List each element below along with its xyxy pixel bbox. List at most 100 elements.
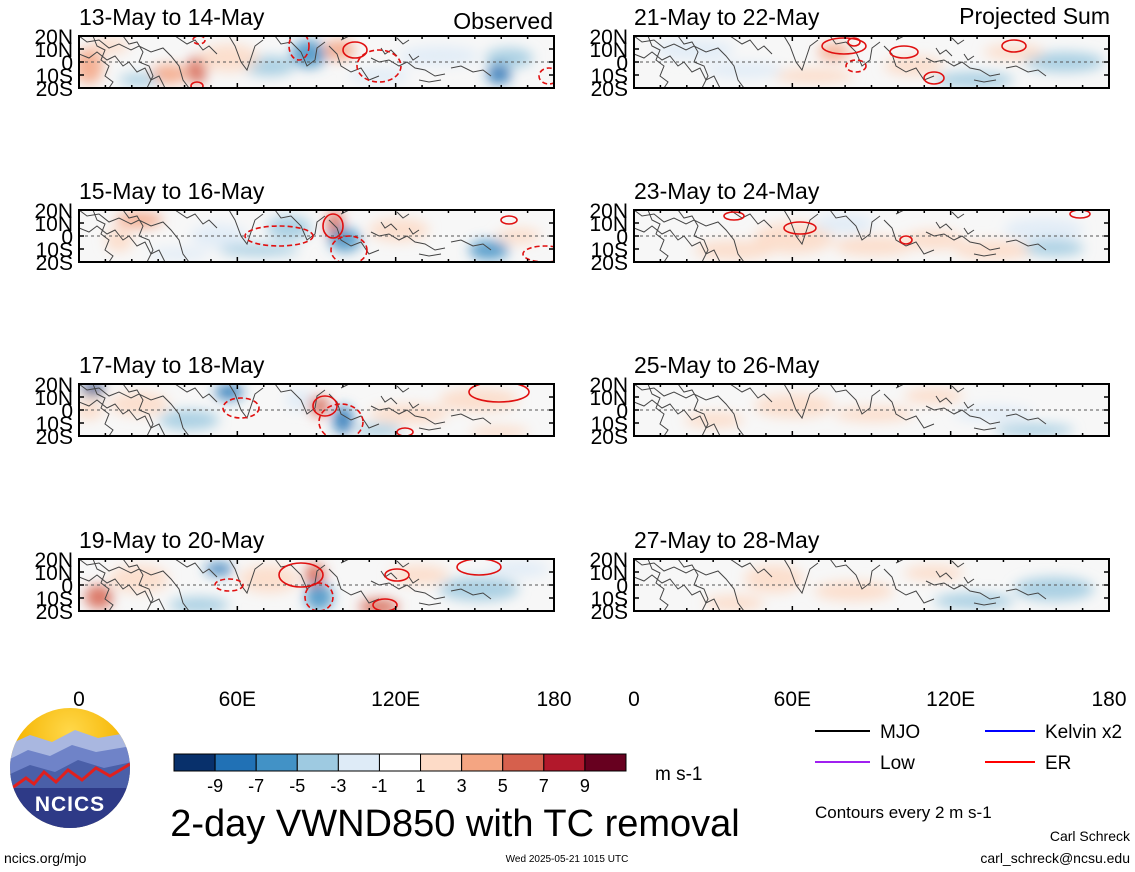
colorbar-tick-label: 9	[580, 776, 590, 796]
lat-tick-label: 20S	[591, 252, 628, 275]
anomaly-patch	[834, 406, 914, 422]
colorbar: -9 -7 -5 -3 -1 1 3 5 7 9	[173, 753, 627, 796]
lat-tick-label: 20N	[34, 549, 73, 572]
anomaly-patch	[285, 390, 313, 410]
contour-note: Contours every 2 m s-1	[815, 803, 992, 822]
legend-label-low: Low	[880, 753, 915, 774]
anomaly-patch	[369, 404, 449, 424]
anomaly-patch	[704, 62, 784, 78]
anomaly-patch	[489, 561, 549, 577]
lat-tick-label: 0	[616, 52, 628, 75]
colorbar-swatch	[255, 753, 298, 772]
colorbar-swatch	[214, 753, 257, 772]
figure-title: 2-day VWND850 with TC removal	[170, 803, 739, 845]
lat-tick-label: 0	[616, 400, 628, 423]
lon-tick-label: 120E	[926, 688, 975, 711]
ncics-logo: NCICS	[10, 708, 130, 828]
footer-url: ncics.org/mjo	[4, 850, 87, 866]
anomaly-patch	[89, 38, 129, 54]
anomaly-patch	[904, 388, 964, 404]
coastlines	[634, 384, 1047, 436]
colorbar-tick-label: 1	[416, 776, 426, 796]
anomaly-patch	[79, 48, 103, 84]
coastlines	[79, 36, 492, 88]
lat-tick-label: 10N	[589, 39, 628, 62]
panel-title: 21-May to 22-May	[634, 4, 820, 30]
lon-tick-label: 0	[73, 688, 85, 711]
panel-title: 19-May to 20-May	[79, 527, 265, 553]
anomaly-patch	[904, 565, 964, 581]
colorbar-swatch	[173, 753, 216, 772]
colorbar-tick-label: -5	[289, 776, 305, 796]
anomaly-patch	[814, 581, 894, 601]
colorbar-tick-label: -1	[371, 776, 387, 796]
colorbar-swatch	[296, 753, 339, 772]
colorbar-tick-label: 5	[498, 776, 508, 796]
lat-tick-label: 0	[61, 226, 73, 249]
colorbar-swatch	[584, 753, 627, 772]
lat-tick-label: 20S	[591, 426, 628, 449]
lat-tick-label: 10S	[591, 239, 628, 262]
anomaly-patch	[818, 44, 850, 60]
anomaly-patch	[469, 240, 509, 260]
lat-tick-label: 20N	[589, 374, 628, 397]
colorbar-swatch	[502, 753, 545, 772]
lon-tick-label: 180	[1091, 688, 1126, 711]
anomaly-patch	[1004, 218, 1084, 242]
er-contours	[222, 384, 530, 436]
anomaly-patch	[954, 406, 1034, 422]
anomaly-patch	[1014, 577, 1094, 601]
anomaly-patch	[694, 240, 774, 260]
footer-email: carl_schreck@ncsu.edu	[980, 850, 1130, 866]
er-contours	[190, 36, 554, 88]
anomaly-patch	[79, 400, 103, 420]
colorbar-tick-label: -7	[248, 776, 264, 796]
lat-tick-label: 20N	[589, 200, 628, 223]
anomaly-patch	[774, 68, 854, 84]
lat-tick-label: 10S	[36, 239, 73, 262]
lat-tick-label: 10N	[589, 562, 628, 585]
anomaly-patch	[369, 218, 429, 242]
legend: MJO Kelvin x2 Low ER Contours every 2 m …	[815, 722, 1122, 822]
anomaly-patch	[305, 583, 333, 611]
anomaly-patch	[1024, 52, 1104, 72]
anomaly-patch	[485, 48, 533, 68]
anomaly-patch	[704, 595, 764, 611]
coastlines	[79, 559, 492, 611]
lat-tick-label: 20N	[34, 374, 73, 397]
anomaly-patch	[654, 40, 734, 60]
colorbar-swatch	[420, 753, 463, 772]
coastlines	[634, 559, 1047, 611]
anomaly-patch	[834, 236, 914, 256]
lat-tick-label: 20N	[34, 200, 73, 223]
lat-tick-label: 10S	[36, 413, 73, 436]
anomaly-patch	[309, 396, 329, 416]
lon-tick-label: 60E	[774, 688, 811, 711]
lat-tick-label: 20S	[36, 252, 73, 275]
anomaly-patch	[105, 228, 133, 252]
panel-title: 13-May to 14-May	[79, 4, 265, 30]
lat-tick-label: 0	[61, 400, 73, 423]
lat-tick-label: 10S	[591, 413, 628, 436]
lat-tick-label: 10N	[34, 213, 73, 236]
panel-title: 27-May to 28-May	[634, 527, 820, 553]
anomaly-patch	[355, 424, 403, 436]
lat-tick-label: 20S	[591, 601, 628, 624]
anomaly-patch	[389, 565, 449, 585]
lat-tick-label: 10S	[36, 588, 73, 611]
colorbar-tick-label: 3	[457, 776, 467, 796]
anomaly-patch	[169, 597, 229, 611]
lat-tick-label: 20S	[36, 426, 73, 449]
logo-text: NCICS	[35, 793, 105, 816]
colorbar-swatch	[543, 753, 586, 772]
anomaly-patch	[149, 248, 209, 260]
panel-title: 15-May to 16-May	[79, 178, 265, 204]
observed-label: Observed	[453, 8, 553, 34]
lat-tick-label: 20N	[589, 26, 628, 49]
legend-label-er: ER	[1045, 753, 1071, 774]
lon-tick-label: 0	[628, 688, 640, 711]
